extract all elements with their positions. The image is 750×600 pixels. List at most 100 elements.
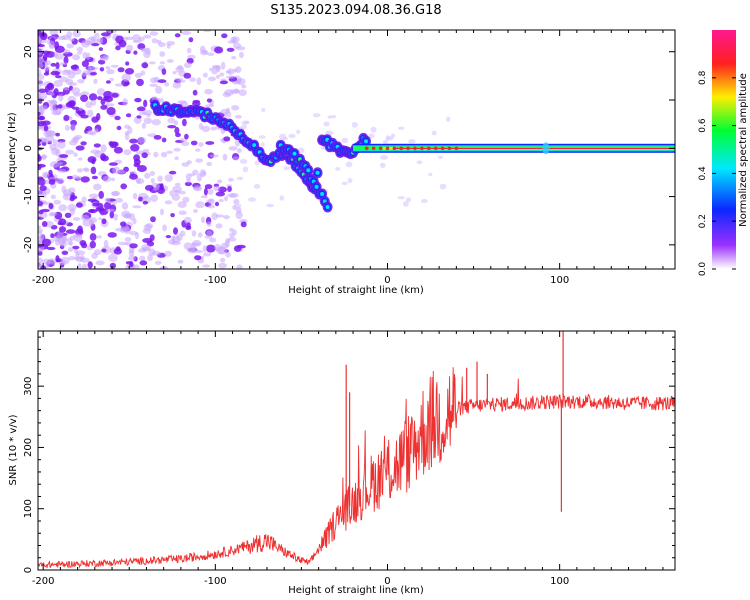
y-tick-label: 20 xyxy=(23,45,34,58)
noise-blob xyxy=(100,153,107,161)
noise-blob xyxy=(72,245,80,250)
noise-blob xyxy=(161,68,167,75)
noise-blob xyxy=(38,230,43,235)
noise-blob xyxy=(153,151,159,158)
noise-blob xyxy=(240,221,247,228)
noise-blob xyxy=(109,77,114,82)
noise-blob xyxy=(184,133,189,140)
noise-blob xyxy=(195,148,201,152)
noise-blob xyxy=(151,38,158,44)
noise-blob xyxy=(193,185,202,192)
noise-blob xyxy=(78,107,83,112)
noise-blob xyxy=(91,175,98,180)
noise-blob xyxy=(397,196,405,200)
noise-blob xyxy=(41,258,52,265)
x-tick-label: -100 xyxy=(204,275,227,286)
noise-blob xyxy=(98,47,103,51)
noise-blob xyxy=(190,140,198,146)
noise-blob xyxy=(87,65,92,74)
noise-blob xyxy=(229,192,239,198)
noise-blob xyxy=(86,130,95,135)
noise-blob xyxy=(327,115,332,119)
noise-blob xyxy=(438,155,443,159)
noise-blob xyxy=(48,176,57,180)
noise-blob xyxy=(157,42,166,48)
colorbar-gradient xyxy=(712,30,736,269)
noise-blob xyxy=(136,78,144,87)
noise-blob xyxy=(134,97,142,103)
noise-blob xyxy=(89,233,97,241)
band-dot xyxy=(420,146,424,151)
noise-blob xyxy=(132,218,137,225)
noise-blob xyxy=(100,144,107,153)
noise-blob xyxy=(128,255,136,262)
ridge-core xyxy=(325,205,330,209)
noise-blob xyxy=(166,59,174,63)
noise-blob xyxy=(370,126,377,133)
noise-blob xyxy=(215,223,223,229)
noise-blob xyxy=(406,197,412,203)
noise-blob xyxy=(93,183,102,191)
band-dot xyxy=(413,146,417,151)
noise-blob xyxy=(48,202,54,210)
noise-blob xyxy=(150,77,158,84)
noise-blob xyxy=(106,69,115,75)
noise-blob xyxy=(81,72,87,77)
noise-blob xyxy=(91,43,100,47)
noise-blob xyxy=(229,227,234,232)
noise-blob xyxy=(72,217,81,221)
noise-blob xyxy=(136,165,147,172)
noise-blob xyxy=(105,66,111,70)
noise-blob xyxy=(73,152,78,157)
noise-blob xyxy=(38,44,45,48)
noise-blob xyxy=(88,217,98,224)
noise-blob xyxy=(210,126,217,131)
noise-blob xyxy=(351,121,358,128)
noise-blob xyxy=(162,224,167,232)
noise-blob xyxy=(129,261,134,268)
noise-blob xyxy=(173,148,181,152)
noise-blob xyxy=(203,252,212,257)
noise-blob xyxy=(282,137,288,141)
noise-blob xyxy=(115,35,124,44)
ridge-core xyxy=(306,168,311,173)
noise-blob xyxy=(235,211,243,220)
noise-blob xyxy=(323,121,330,127)
noise-blob xyxy=(211,70,218,75)
noise-blob xyxy=(54,177,65,184)
y-tick-label: 0 xyxy=(23,567,34,573)
noise-blob xyxy=(167,117,176,124)
noise-blob xyxy=(151,119,161,126)
noise-blob xyxy=(55,61,60,70)
noise-blob xyxy=(331,115,337,119)
noise-blob xyxy=(283,166,291,171)
noise-blob xyxy=(170,213,175,218)
noise-blob xyxy=(380,155,388,160)
x-tick-label: 100 xyxy=(550,275,569,286)
noise-blob xyxy=(173,120,179,126)
noise-blob xyxy=(220,61,226,70)
noise-blob xyxy=(204,235,213,239)
noise-blob xyxy=(215,191,225,197)
noise-blob xyxy=(234,115,242,119)
noise-blob xyxy=(266,203,274,208)
noise-blob xyxy=(288,133,296,139)
noise-blob xyxy=(58,218,67,226)
y-tick-label: 300 xyxy=(23,377,34,396)
noise-blob xyxy=(61,250,69,255)
noise-blob xyxy=(216,74,220,79)
colorbar-tick-label: 0.8 xyxy=(698,70,708,85)
noise-blob xyxy=(68,187,76,194)
noise-blob xyxy=(382,139,389,145)
noise-blob xyxy=(132,34,141,42)
noise-blob xyxy=(168,170,177,175)
noise-blob xyxy=(125,61,130,66)
noise-blob xyxy=(68,241,74,247)
noise-blob xyxy=(90,99,97,106)
noise-blob xyxy=(39,185,47,192)
noise-blob xyxy=(115,227,124,232)
noise-blob xyxy=(95,260,105,266)
noise-blob xyxy=(97,96,103,101)
noise-blob xyxy=(80,91,90,96)
noise-blob xyxy=(194,255,202,261)
